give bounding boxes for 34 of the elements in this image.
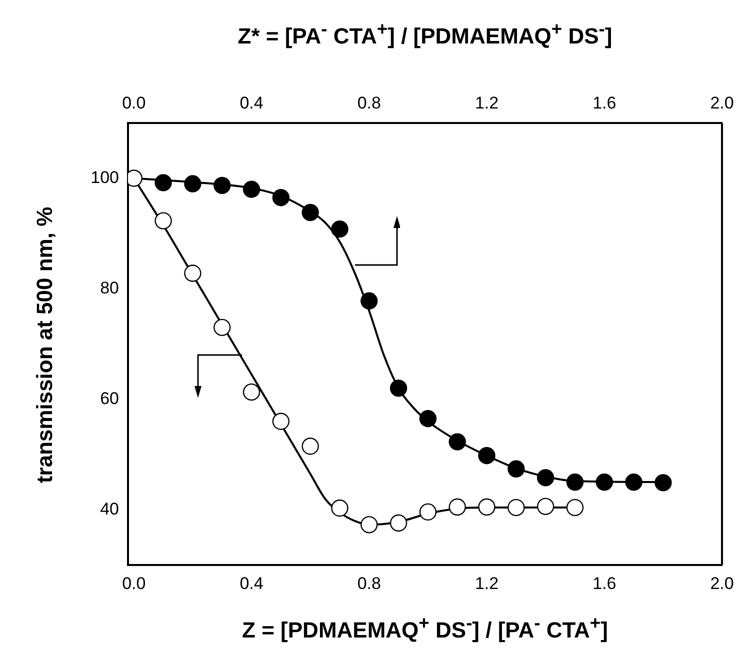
point [419,503,437,521]
point [331,499,348,517]
x-tick-label: 1.6 [592,574,616,593]
point [184,264,202,282]
point [448,498,466,516]
y-tick-label: 40 [100,499,119,518]
point [214,318,231,336]
x2-tick-label: 0.4 [240,93,264,112]
x-tick-label: 0.0 [122,574,146,593]
point [272,412,290,430]
x2-tick-label: 1.2 [474,93,499,112]
y-axis-title: transmission at 500 nm, % [32,206,58,484]
y-tick-label: 100 [90,168,119,187]
y-tick-label: 80 [100,278,119,298]
point [390,514,408,532]
point [566,498,584,516]
x-tick-label: 1.2 [474,574,499,593]
y-tick-label: 60 [100,388,119,408]
point [360,516,378,534]
text: Z* = [PA$^{-}$ CTA$^{+}$] / [PDMAEMAQ$^{+}$ DS$^{-}$] [238,18,612,48]
point [242,383,260,401]
point [508,498,525,516]
x2-tick-label: 2.0 [710,93,734,112]
point [478,498,496,516]
x2-tick-label: 0.0 [122,93,146,112]
x-tick-label: 0.8 [357,574,381,593]
x2-tick-label: 0.8 [357,93,381,112]
point [536,498,554,516]
point [302,438,319,455]
x2-tick-label: 1.6 [592,93,616,112]
text: Z = [PDMAEMAQ$^{+}$ DS$^{-}$] / [PA$^{-}$ CTA$^{+}$] [242,612,608,642]
point [154,212,172,230]
x-tick-label: 2.0 [710,574,734,593]
x-tick-label: 0.4 [240,574,264,593]
